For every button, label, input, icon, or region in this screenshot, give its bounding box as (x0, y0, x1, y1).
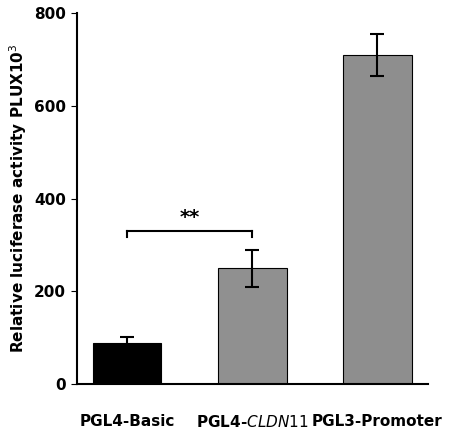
Bar (343, 55, 412, 385)
Bar (218, 268, 287, 385)
Text: **: ** (180, 208, 200, 227)
Y-axis label: Relative luciferase activity PLUX10$^3$: Relative luciferase activity PLUX10$^3$ (7, 44, 29, 353)
Text: PGL4-$\it{CLDN11}$: PGL4-$\it{CLDN11}$ (196, 414, 308, 430)
Text: PGL3-Promoter: PGL3-Promoter (312, 414, 443, 429)
Text: PGL4-Basic: PGL4-Basic (79, 414, 175, 429)
Bar (93, 342, 162, 385)
